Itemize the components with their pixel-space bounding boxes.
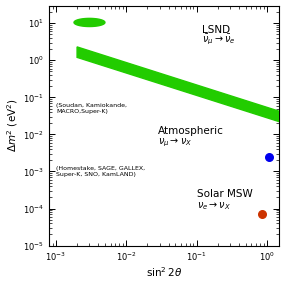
Text: Atmospheric: Atmospheric <box>158 127 224 137</box>
X-axis label: $\sin^2 2\theta$: $\sin^2 2\theta$ <box>146 266 182 280</box>
Text: $\nu_\mu\rightarrow\nu_X$: $\nu_\mu\rightarrow\nu_X$ <box>158 137 192 149</box>
Polygon shape <box>74 18 105 27</box>
Point <box>260 212 264 217</box>
Text: Solar MSW: Solar MSW <box>197 189 253 199</box>
Text: (Homestake, SAGE, GALLEX,
Super-K, SNO, KamLAND): (Homestake, SAGE, GALLEX, Super-K, SNO, … <box>56 166 145 177</box>
Text: LSND: LSND <box>202 25 230 35</box>
Y-axis label: $\Delta m^2\ (\mathrm{eV}^2)$: $\Delta m^2\ (\mathrm{eV}^2)$ <box>5 99 20 152</box>
Text: (Soudan, Kamiokande,
MACRO,Super-K): (Soudan, Kamiokande, MACRO,Super-K) <box>56 103 127 114</box>
Point <box>266 154 271 159</box>
Text: $\bar{\nu}_\mu\rightarrow\bar{\nu}_e$: $\bar{\nu}_\mu\rightarrow\bar{\nu}_e$ <box>202 33 236 47</box>
Text: $\nu_e\rightarrow\nu_X$: $\nu_e\rightarrow\nu_X$ <box>197 200 231 211</box>
Polygon shape <box>77 47 280 122</box>
